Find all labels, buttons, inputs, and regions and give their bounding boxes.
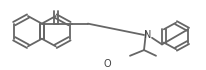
Text: N: N	[144, 30, 151, 40]
Text: O: O	[103, 59, 110, 69]
